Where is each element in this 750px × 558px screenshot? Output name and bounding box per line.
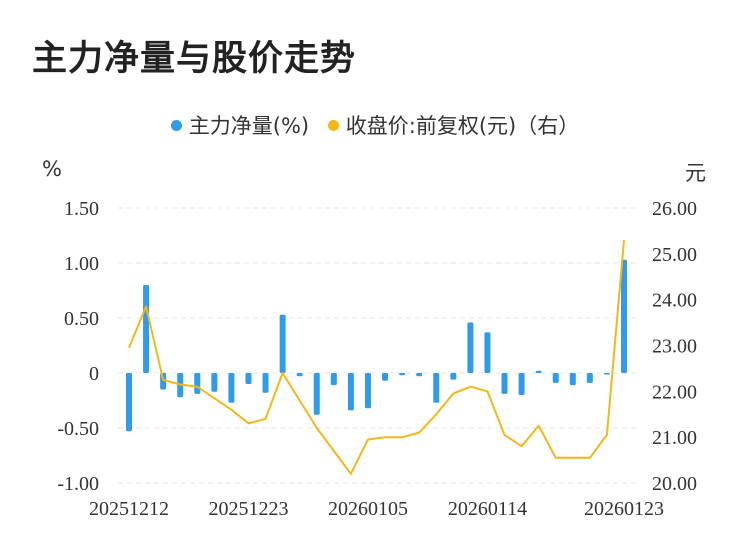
net-volume-bar[interactable] (416, 373, 423, 377)
net-volume-bar[interactable] (211, 373, 218, 392)
x-axis-ticks: 20251212 20251223 20260105 20260114 20260123 (89, 498, 664, 520)
x-tick-label: 20260123 (584, 498, 664, 520)
close-price-line (128, 240, 625, 475)
left-tick-label: 1.50 (64, 198, 99, 220)
x-tick-label: 20251223 (208, 498, 288, 520)
legend-dot-blue-icon (170, 119, 182, 131)
net-volume-bar[interactable] (552, 373, 559, 383)
net-volume-bar[interactable] (399, 373, 406, 376)
net-volume-bar[interactable] (228, 373, 235, 403)
right-tick-label: 22.00 (652, 381, 697, 403)
legend-item-close-price[interactable]: 收盘价:前复权(元)（右） (327, 110, 580, 140)
net-volume-bar[interactable] (603, 373, 610, 375)
net-volume-bar[interactable] (279, 314, 286, 373)
left-tick-label: -1.00 (57, 473, 99, 495)
legend-dot-yellow-icon (327, 119, 339, 131)
grid-lines (118, 207, 636, 484)
right-tick-label: 25.00 (652, 244, 697, 266)
net-volume-bar[interactable] (467, 322, 474, 373)
close-price-polyline[interactable] (128, 240, 625, 475)
right-tick-label: 26.00 (652, 198, 697, 220)
net-volume-bar[interactable] (126, 373, 132, 432)
left-axis-ticks: 1.50 1.00 0.50 0 -0.50 -1.00 (57, 198, 99, 495)
left-axis-unit: % (42, 157, 62, 181)
net-volume-bar[interactable] (484, 332, 491, 373)
legend-label-close-price: 收盘价:前复权(元)（右） (345, 114, 580, 138)
net-volume-bar[interactable] (330, 373, 337, 386)
left-tick-label: 1.00 (64, 253, 99, 275)
right-tick-label: 20.00 (652, 473, 697, 495)
net-volume-bar[interactable] (143, 285, 150, 373)
right-tick-label: 24.00 (652, 290, 697, 312)
net-volume-bar[interactable] (245, 373, 252, 384)
left-tick-label: 0.50 (64, 308, 99, 330)
right-tick-label: 23.00 (652, 336, 697, 358)
net-volume-bar[interactable] (535, 370, 542, 373)
legend: 主力净量(%) 收盘价:前复权(元)（右） (0, 110, 750, 140)
net-volume-bar[interactable] (364, 373, 371, 409)
right-axis-ticks: 26.00 25.00 24.00 23.00 22.00 21.00 20.00 (652, 198, 697, 495)
left-tick-label: 0 (89, 363, 99, 385)
net-volume-bar[interactable] (433, 373, 440, 403)
net-volume-bar[interactable] (586, 373, 593, 383)
net-volume-bar[interactable] (347, 373, 354, 411)
net-volume-bar[interactable] (569, 373, 576, 386)
left-tick-label: -0.50 (57, 418, 99, 440)
net-volume-bars (126, 259, 627, 432)
net-volume-bar[interactable] (621, 259, 627, 373)
net-volume-bar[interactable] (450, 373, 457, 380)
net-volume-bar[interactable] (313, 373, 320, 415)
x-tick-label: 20260114 (448, 498, 527, 520)
legend-label-net-volume: 主力净量(%) (188, 114, 310, 138)
net-volume-bar[interactable] (296, 373, 303, 377)
chart-title: 主力净量与股价走势 (32, 39, 357, 79)
net-volume-bar[interactable] (501, 373, 508, 394)
net-volume-bar[interactable] (518, 373, 525, 395)
net-volume-bar[interactable] (194, 373, 201, 394)
right-tick-label: 21.00 (652, 427, 697, 449)
net-volume-bar[interactable] (262, 373, 269, 393)
x-tick-label: 20260105 (328, 498, 408, 520)
x-tick-label: 20251212 (89, 498, 169, 520)
legend-item-net-volume[interactable]: 主力净量(%) (170, 110, 310, 140)
right-axis-unit: 元 (685, 161, 706, 185)
net-volume-bar[interactable] (382, 373, 389, 381)
